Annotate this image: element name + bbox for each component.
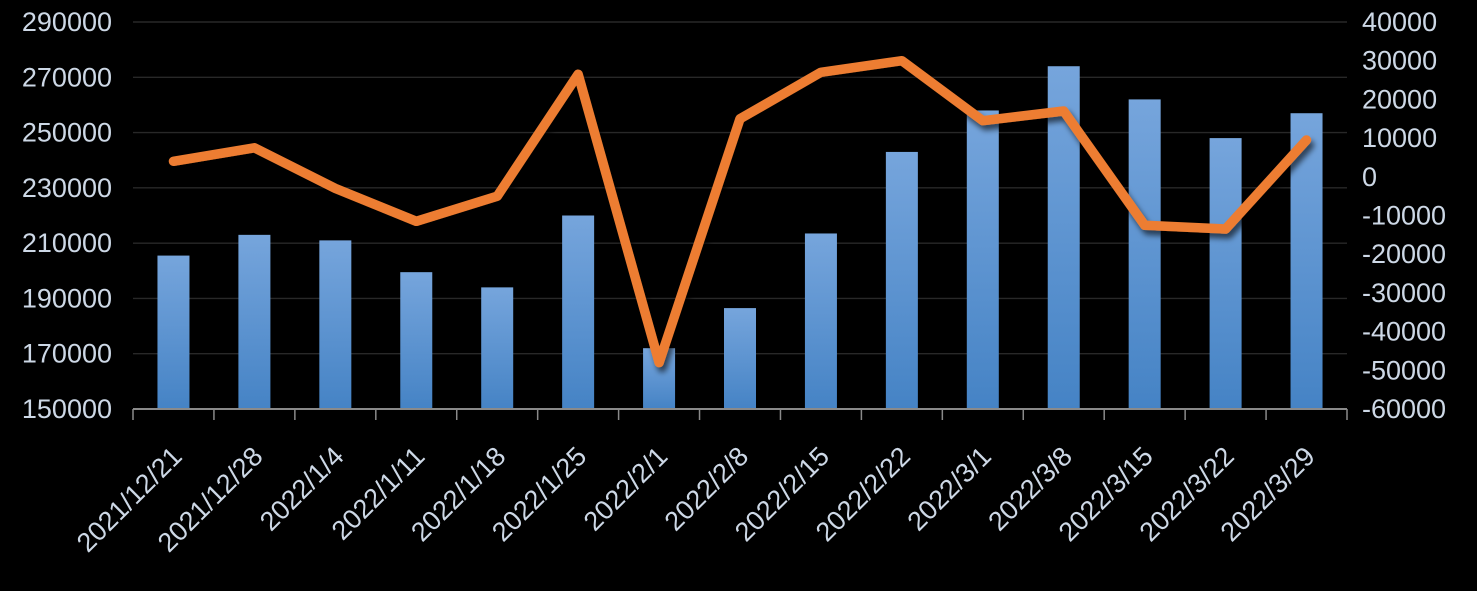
- x-axis-tick-labels: 2021/12/212021/12/282022/1/42022/1/11202…: [71, 441, 1321, 558]
- bar-series: [157, 66, 1323, 410]
- right-axis-tick-label: -20000: [1362, 239, 1446, 269]
- bar: [562, 215, 595, 409]
- right-axis-tick-label: 10000: [1362, 123, 1437, 153]
- bar: [481, 287, 514, 409]
- right-axis-tick-label: -10000: [1362, 201, 1446, 231]
- left-axis-tick-label: 270000: [22, 62, 112, 92]
- right-axis-tick-label: -60000: [1362, 394, 1446, 424]
- left-axis-tick-label: 230000: [22, 173, 112, 203]
- right-axis-tick-label: 30000: [1362, 46, 1437, 76]
- left-axis-tick-labels: 290000 270000 250000 230000 210000 190000 1700…: [22, 7, 112, 424]
- x-axis-category-label: 2022/2/1: [578, 441, 674, 537]
- bar: [319, 240, 352, 409]
- left-axis-tick-label: 290000: [22, 7, 112, 37]
- right-axis-tick-label: 0: [1362, 162, 1377, 192]
- left-axis-tick-label: 170000: [22, 339, 112, 369]
- right-axis-tick-label: 20000: [1362, 84, 1437, 114]
- bar: [157, 255, 190, 409]
- bar: [1290, 113, 1323, 409]
- line-series-path: [168, 55, 1312, 368]
- left-axis-tick-label: 190000: [22, 283, 112, 313]
- bar: [1128, 99, 1161, 410]
- x-axis-category-label: 2022/3/1: [902, 441, 998, 537]
- right-axis-tick-labels: 40000 30000 20000 10000 0 -10000 -20000 -30000 -…: [1362, 7, 1446, 424]
- left-axis-tick-label: 150000: [22, 394, 112, 424]
- bar: [238, 234, 271, 409]
- bar: [966, 110, 999, 409]
- bar: [724, 308, 756, 409]
- right-axis-tick-label: -30000: [1362, 278, 1446, 308]
- bar: [400, 272, 433, 409]
- right-axis-tick-label: -50000: [1362, 355, 1446, 385]
- line-series: [168, 55, 1312, 368]
- left-axis-tick-label: 210000: [22, 228, 112, 258]
- bar: [804, 233, 837, 409]
- bar: [1209, 138, 1242, 409]
- left-axis-tick-label: 250000: [22, 118, 112, 148]
- right-axis-tick-label: 40000: [1362, 7, 1437, 37]
- bar: [885, 151, 918, 409]
- x-axis: [132, 408, 1348, 420]
- right-axis-tick-label: -40000: [1362, 317, 1446, 347]
